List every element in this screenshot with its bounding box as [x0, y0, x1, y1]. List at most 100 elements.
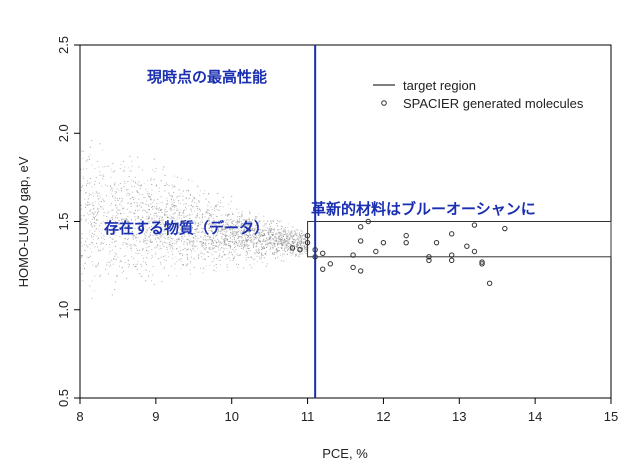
cloud-dot	[112, 238, 114, 240]
cloud-dot	[231, 221, 233, 223]
cloud-dot	[193, 206, 195, 208]
cloud-dot	[285, 244, 287, 246]
cloud-dot	[282, 231, 284, 233]
cloud-dot	[204, 216, 206, 218]
cloud-dot	[260, 256, 262, 258]
cloud-dot	[189, 242, 190, 244]
cloud-dot	[94, 215, 96, 217]
cloud-dot	[206, 251, 208, 253]
cloud-dot	[149, 209, 150, 211]
cloud-dot	[178, 217, 180, 219]
cloud-dot	[282, 238, 284, 240]
cloud-dot	[287, 230, 289, 232]
cloud-dot	[292, 246, 294, 248]
cloud-dot	[221, 242, 223, 244]
cloud-dot	[232, 220, 234, 222]
cloud-dot	[131, 227, 133, 229]
cloud-dot	[254, 252, 256, 254]
cloud-dot	[263, 238, 265, 240]
cloud-dot	[119, 209, 121, 211]
cloud-dot	[128, 176, 130, 177]
cloud-dot	[165, 211, 167, 213]
cloud-dot	[184, 226, 186, 228]
cloud-dot	[202, 239, 204, 241]
cloud-dot	[286, 233, 288, 235]
cloud-dot	[221, 247, 223, 249]
cloud-dot	[131, 160, 133, 162]
cloud-dot	[158, 220, 160, 222]
cloud-dot	[150, 234, 152, 236]
cloud-dot	[82, 265, 84, 267]
cloud-dot	[238, 237, 239, 238]
cloud-dot	[147, 192, 149, 194]
cloud-dot	[160, 256, 162, 258]
cloud-dot	[258, 222, 260, 224]
cloud-dot	[211, 231, 213, 233]
cloud-dot	[262, 235, 264, 237]
cloud-dot	[96, 219, 98, 221]
cloud-dot	[187, 229, 189, 231]
cloud-dot	[150, 198, 152, 200]
cloud-dot	[168, 245, 170, 247]
cloud-dot	[262, 234, 264, 236]
cloud-dot	[301, 247, 303, 249]
cloud-dot	[283, 242, 285, 244]
cloud-dot	[247, 231, 249, 233]
cloud-dot	[106, 232, 107, 234]
cloud-dot	[179, 209, 181, 211]
cloud-dot	[125, 255, 127, 257]
cloud-dot	[190, 261, 192, 262]
cloud-dot	[261, 240, 263, 242]
cloud-dot	[93, 235, 94, 237]
cloud-dot	[101, 175, 103, 177]
cloud-dot	[208, 218, 210, 220]
cloud-dot	[270, 236, 271, 238]
cloud-dot	[246, 225, 248, 227]
cloud-dot	[257, 231, 259, 233]
cloud-dot	[228, 251, 230, 253]
cloud-dot	[193, 241, 195, 243]
cloud-dot	[248, 235, 249, 237]
cloud-dot	[114, 281, 116, 283]
cloud-dot	[201, 216, 203, 218]
cloud-dot	[281, 244, 282, 246]
cloud-dot	[278, 250, 280, 252]
cloud-dot	[160, 196, 162, 198]
cloud-dot	[278, 235, 279, 237]
cloud-dot	[164, 210, 166, 212]
cloud-dot	[185, 208, 187, 210]
cloud-dot	[86, 256, 88, 258]
cloud-dot	[188, 229, 190, 231]
cloud-dot	[261, 234, 263, 235]
cloud-dot	[226, 264, 228, 266]
cloud-dot	[224, 234, 226, 236]
cloud-dot	[139, 188, 141, 189]
cloud-dot	[298, 240, 300, 242]
cloud-dot	[211, 239, 213, 241]
cloud-dot	[177, 214, 179, 216]
cloud-dot	[266, 243, 268, 245]
cloud-dot	[161, 209, 163, 211]
cloud-dot	[212, 235, 214, 237]
cloud-dot	[196, 245, 198, 247]
cloud-dot	[296, 234, 298, 236]
cloud-dot	[301, 245, 303, 246]
cloud-dot	[194, 224, 196, 226]
cloud-dot	[254, 239, 255, 240]
cloud-dot	[150, 242, 152, 243]
cloud-dot	[263, 248, 265, 250]
cloud-dot	[264, 234, 266, 236]
cloud-dot	[211, 243, 212, 245]
cloud-dot	[255, 235, 257, 237]
cloud-dot	[295, 254, 297, 255]
cloud-dot	[131, 219, 132, 221]
cloud-dot	[97, 198, 99, 200]
cloud-dot	[170, 225, 172, 227]
cloud-dot	[300, 236, 302, 238]
cloud-dot	[288, 243, 290, 245]
cloud-dot	[151, 280, 152, 282]
cloud-dot	[175, 196, 177, 198]
cloud-dot	[218, 226, 220, 228]
cloud-dot	[288, 243, 289, 244]
cloud-dot	[241, 245, 243, 246]
